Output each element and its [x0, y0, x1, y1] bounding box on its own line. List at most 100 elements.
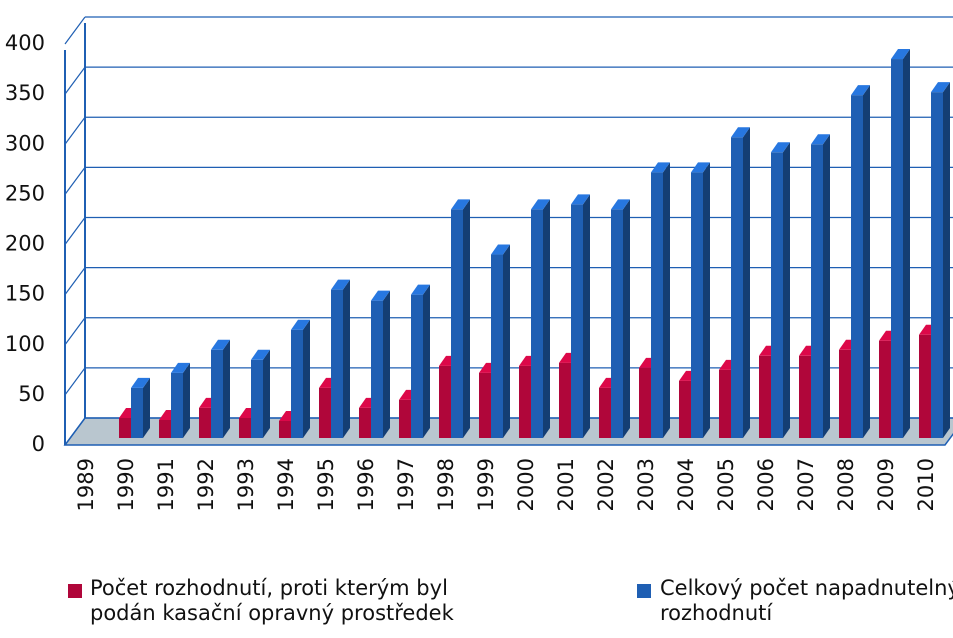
bar-side	[463, 199, 470, 438]
bar-side	[143, 377, 150, 438]
x-tick-label: 2004	[674, 458, 698, 511]
bar-side	[623, 199, 630, 438]
y-tick-label: 150	[5, 282, 45, 306]
y-tick-label: 100	[5, 332, 45, 356]
bar-front	[491, 254, 503, 438]
bar	[891, 49, 910, 439]
bar	[491, 244, 510, 438]
bar-front	[371, 300, 383, 438]
legend-swatch	[68, 584, 82, 598]
bar-top	[651, 162, 670, 173]
bar-side	[303, 319, 310, 438]
bar-side	[783, 142, 790, 438]
bar-front	[839, 349, 851, 438]
bar-front	[451, 209, 463, 438]
y-tick-label: 300	[5, 131, 45, 155]
x-tick-label: 1991	[154, 458, 178, 511]
bar-side	[743, 127, 750, 438]
bar-front	[931, 92, 943, 438]
bar-front	[879, 340, 891, 438]
bar-front	[171, 372, 183, 438]
bar-top	[731, 127, 750, 138]
bar-front	[599, 387, 611, 438]
bar-side	[703, 162, 710, 438]
bar-front	[639, 367, 651, 438]
bar-side	[863, 85, 870, 439]
grid-line	[64, 417, 86, 446]
bar-top	[571, 194, 590, 205]
bar-front	[319, 387, 331, 438]
bar-front	[559, 362, 571, 438]
bar	[131, 377, 150, 438]
x-tick-label: 2009	[874, 458, 898, 511]
bar-top	[851, 85, 870, 96]
grid-line	[64, 267, 86, 295]
bar-top	[531, 199, 550, 210]
x-tick-label: 1989	[74, 458, 98, 511]
x-tick-label: 1996	[354, 458, 378, 511]
bar-front	[479, 372, 491, 438]
bar-top	[371, 290, 390, 301]
bar-front	[399, 399, 411, 438]
bar-top	[331, 279, 350, 290]
bar-top	[891, 49, 910, 60]
bar-front	[331, 289, 343, 438]
bar-side	[663, 162, 670, 438]
y-tick-label: 0	[32, 432, 45, 456]
bar	[931, 82, 950, 438]
x-tick-label: 2000	[514, 458, 538, 511]
bar-front	[719, 369, 731, 438]
bar-side	[943, 82, 950, 438]
bar-top	[771, 142, 790, 153]
bar	[331, 279, 350, 438]
grid-line	[64, 167, 86, 195]
bar-front	[759, 355, 771, 438]
y-tick-label: 400	[5, 31, 45, 55]
bar-top	[251, 349, 270, 360]
bar-front	[651, 172, 663, 438]
bar-top	[491, 244, 510, 255]
y-tick-label: 200	[5, 232, 45, 256]
bar-side	[383, 290, 390, 438]
bar-top	[131, 377, 150, 388]
grid-line	[64, 116, 86, 145]
bar-front	[359, 407, 371, 438]
bar	[731, 127, 750, 438]
y-tick-label: 250	[5, 181, 45, 205]
bar	[851, 85, 870, 439]
bar-front	[519, 365, 531, 438]
x-tick-label: 2010	[914, 458, 938, 511]
bar-side	[223, 339, 230, 438]
bar-side	[263, 349, 270, 438]
grid-line	[64, 16, 86, 45]
bar-front	[811, 144, 823, 438]
bar-front	[411, 294, 423, 438]
x-tick-label: 1995	[314, 458, 338, 511]
bar-front	[531, 209, 543, 438]
bar-top	[931, 82, 950, 93]
x-tick-label: 1992	[194, 458, 218, 511]
bar	[171, 362, 190, 438]
bar-front	[211, 349, 223, 438]
grid-line	[64, 367, 86, 396]
bar	[451, 199, 470, 438]
bar-front	[771, 152, 783, 438]
bar-front	[891, 59, 903, 439]
x-tick-label: 2008	[834, 458, 858, 511]
x-tick-label: 2006	[754, 458, 778, 511]
bar-top	[451, 199, 470, 210]
x-tick-label: 2002	[594, 458, 618, 511]
bar-front	[919, 334, 931, 438]
bar	[611, 199, 630, 438]
bar-top	[811, 134, 830, 145]
bar-top	[171, 362, 190, 373]
x-tick-label: 1993	[234, 458, 258, 511]
bar-side	[583, 194, 590, 438]
bar-side	[423, 284, 430, 438]
x-tick-label: 1990	[114, 458, 138, 511]
legend-label: Počet rozhodnutí, proti kterým byl podán…	[90, 576, 454, 625]
bar-front	[679, 380, 691, 438]
bar-front	[731, 137, 743, 438]
